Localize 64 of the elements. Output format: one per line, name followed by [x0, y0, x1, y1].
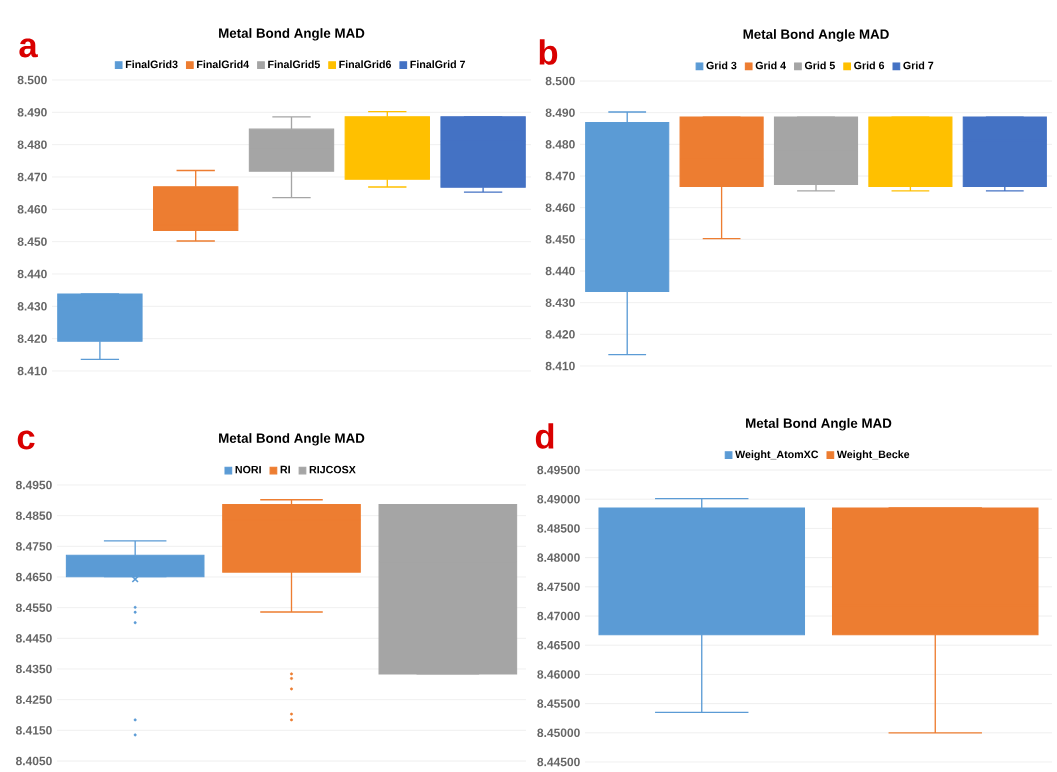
y-tick-label: 8.430 — [545, 298, 575, 307]
legend-label: RIJCOSX — [309, 465, 356, 474]
legend-label: FinalGrid5 — [268, 60, 320, 69]
y-tick-label: 8.460 — [17, 205, 47, 214]
y-tick-label: 8.4550 — [15, 603, 52, 612]
legend-label: NORI — [235, 465, 261, 474]
text: d — [535, 423, 554, 449]
y-tick-label: 8.46000 — [537, 670, 580, 679]
legend-label: FinalGrid 7 — [410, 60, 466, 69]
y-tick-label: 8.48500 — [537, 524, 580, 533]
legend-label: Weight_AtomXC — [735, 450, 819, 461]
legend-label: FinalGrid3 — [125, 60, 178, 69]
y-tick-label: 8.500 — [17, 75, 47, 85]
legend-label: Grid 3 — [706, 61, 737, 70]
y-tick-label: 8.49500 — [537, 465, 580, 475]
y-tick-label: 8.470 — [545, 171, 575, 181]
y-tick-label: 8.46500 — [537, 640, 580, 650]
y-tick-label: 8.44500 — [537, 757, 580, 767]
y-tick-label: 8.420 — [545, 330, 575, 339]
y-tick-label: 8.4450 — [15, 634, 52, 643]
y-tick-label: 8.450 — [17, 237, 47, 246]
y-tick-label: 8.45000 — [537, 728, 580, 738]
y-tick-label: 8.460 — [545, 203, 575, 212]
legend-label: Weight_Becke — [836, 450, 910, 461]
y-tick-label: 8.490 — [545, 108, 575, 117]
y-tick-label: 8.410 — [17, 366, 47, 376]
chart-title: Metal Bond Angle MAD — [219, 433, 365, 446]
legend-label: Grid 6 — [854, 61, 885, 70]
legend-label: FinalGrid6 — [339, 60, 392, 69]
text: a — [19, 38, 38, 58]
y-tick-label: 8.490 — [17, 108, 47, 117]
y-tick-label: 8.4150 — [15, 726, 52, 735]
chart-title: Metal Bond Angle MAD — [743, 29, 889, 42]
y-tick-label: 8.48000 — [537, 553, 580, 562]
y-tick-label: 8.4950 — [15, 480, 52, 490]
legend-label: Grid 5 — [804, 61, 835, 70]
chart-title: Metal Bond Angle MAD — [746, 418, 892, 431]
text: c — [17, 430, 35, 450]
y-tick-label: 8.500 — [545, 76, 575, 86]
y-tick-label: 8.47000 — [537, 611, 580, 621]
text: b — [539, 39, 558, 65]
y-tick-label: 8.4750 — [15, 542, 52, 551]
y-tick-label: 8.49000 — [537, 494, 580, 504]
legend-label: FinalGrid4 — [197, 60, 250, 69]
y-tick-label: 8.4050 — [15, 756, 52, 766]
y-tick-label: 8.480 — [545, 140, 575, 149]
y-tick-label: 8.440 — [17, 269, 47, 279]
y-tick-label: 8.45500 — [537, 699, 580, 708]
y-tick-label: 8.440 — [545, 266, 575, 276]
y-tick-label: 8.480 — [17, 140, 47, 149]
y-tick-label: 8.430 — [17, 302, 47, 311]
legend-label: Grid 4 — [755, 61, 786, 70]
y-tick-label: 8.470 — [17, 172, 47, 182]
y-tick-label: 8.410 — [545, 361, 575, 371]
legend-label: Grid 7 — [903, 61, 934, 70]
y-tick-label: 8.450 — [545, 235, 575, 244]
y-tick-label: 8.4650 — [15, 572, 52, 582]
y-tick-label: 8.4850 — [15, 511, 52, 520]
y-tick-label: 8.4250 — [15, 695, 52, 704]
legend-label: RI — [280, 465, 290, 474]
y-tick-label: 8.4350 — [15, 664, 52, 674]
chart-title: Metal Bond Angle MAD — [219, 28, 365, 41]
y-tick-label: 8.47500 — [537, 582, 580, 592]
y-tick-label: 8.420 — [17, 334, 47, 343]
